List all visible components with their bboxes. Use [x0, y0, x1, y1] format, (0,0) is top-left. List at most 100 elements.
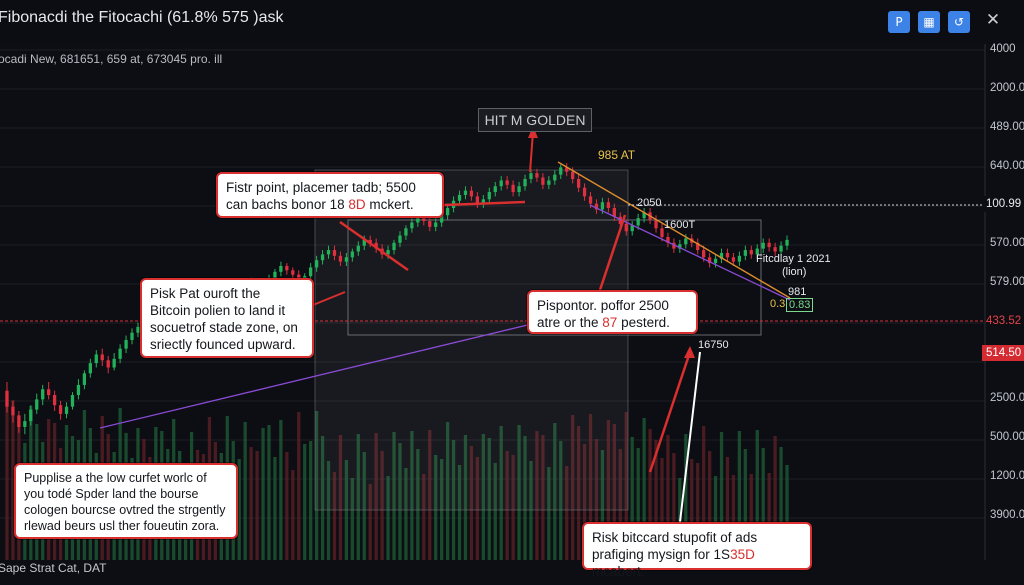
candle-body: [541, 177, 545, 185]
volume-bar: [332, 472, 337, 560]
volume-bar: [630, 437, 634, 560]
candle: [731, 252, 736, 266]
chart-grid-icon[interactable]: ▦: [918, 11, 940, 33]
candle-body: [702, 250, 706, 258]
volume-bar: [463, 435, 468, 560]
volume-bar: [719, 432, 724, 560]
volume-bar: [261, 428, 265, 560]
candle-body: [440, 215, 444, 223]
volume-bar: [243, 422, 247, 560]
volume-bar: [672, 453, 676, 560]
volume-bar: [541, 435, 545, 560]
arrow-up-golden: [528, 126, 538, 138]
candle-body: [64, 406, 69, 414]
callout-risk-bitccard: Risk bitccard stupofit of ads prafiging …: [582, 522, 812, 579]
candle-body: [314, 260, 319, 268]
volume-bar: [309, 441, 313, 560]
candle-body: [624, 223, 628, 232]
volume-bar: [410, 431, 414, 560]
candle: [374, 238, 378, 253]
volume-bar: [11, 400, 15, 560]
candle: [761, 238, 765, 253]
title-bar: Fibonacdi the Fitocachi (61.8% 575 )ask …: [0, 0, 1024, 44]
candle-body: [124, 339, 128, 349]
candle-body: [755, 248, 759, 255]
candle: [487, 187, 491, 204]
close-icon[interactable]: ✕: [985, 10, 1001, 30]
candle: [76, 379, 81, 400]
candle-body: [309, 267, 313, 277]
volume-bar: [731, 475, 736, 560]
candle-body: [713, 258, 718, 264]
volume-bar: [267, 425, 271, 560]
volume-bar: [737, 431, 742, 560]
refresh-icon[interactable]: ↺: [948, 11, 970, 33]
volume-bar: [571, 415, 575, 560]
volume-bar: [606, 420, 611, 560]
candle: [606, 197, 611, 213]
volume-bar: [481, 434, 485, 560]
pointer-first-point: [443, 200, 526, 207]
volume-bar: [648, 429, 652, 560]
candle-body: [654, 219, 658, 229]
fib-label-top: 985 AT: [598, 148, 636, 162]
candle: [404, 225, 408, 240]
volume-bar: [350, 478, 354, 560]
candle: [523, 174, 527, 191]
candle: [88, 358, 92, 378]
volume-bar: [517, 425, 521, 560]
candle: [23, 413, 27, 435]
y-tick-label: 500.00: [990, 431, 1024, 443]
candle-body: [773, 247, 777, 252]
candle: [356, 241, 360, 256]
candle: [445, 203, 450, 220]
candle-body: [350, 251, 354, 258]
candle: [392, 239, 396, 255]
volume-bar: [368, 484, 372, 560]
volume-bar: [356, 434, 360, 560]
volume-bar: [749, 474, 753, 560]
candle: [320, 250, 325, 265]
range-box: [347, 219, 762, 336]
candle-body: [588, 196, 593, 204]
candle: [535, 168, 539, 182]
volume-bar: [362, 452, 366, 560]
volume-bar: [553, 423, 557, 560]
volume-bar: [582, 444, 587, 560]
candle-body: [743, 250, 747, 256]
price-label-1600: 1600T: [664, 219, 696, 231]
candle: [64, 402, 69, 419]
candle-body: [529, 173, 533, 179]
callout-text: Fistr point, placemer tadb; 5500 can bac…: [226, 180, 416, 212]
candle-body: [422, 216, 426, 222]
volume-bar: [523, 436, 527, 560]
candle-body: [94, 354, 98, 364]
callout-first-point: Fistr point, placemer tadb; 5500 can bac…: [216, 172, 444, 218]
volume-bar: [618, 449, 622, 560]
candle-body: [76, 384, 81, 396]
candle: [35, 393, 39, 414]
candle-body: [434, 222, 438, 227]
candle: [582, 183, 587, 201]
callout-highlight: 8D: [348, 197, 366, 212]
callout-text: pesterd.: [617, 315, 670, 330]
pen-icon[interactable]: P: [888, 11, 910, 33]
callout-pupplise: Pupplise a the low curfet worlc of you t…: [14, 463, 238, 539]
volume-bar: [285, 452, 289, 560]
y-level-marker: 433.52: [986, 315, 1022, 327]
candle-body: [320, 254, 325, 261]
candle-body: [719, 252, 724, 259]
volume-bar: [451, 440, 456, 560]
candle-body: [332, 250, 337, 256]
volume-bar: [547, 467, 551, 560]
candle-body: [576, 179, 581, 188]
candle-body: [636, 218, 640, 226]
candle: [660, 223, 664, 242]
candle-body: [392, 242, 396, 251]
candle-body: [594, 203, 599, 210]
volume-bar: [291, 470, 295, 560]
candle-body: [291, 270, 295, 275]
y-price-marker: 100.99: [982, 196, 1024, 212]
candle-body: [285, 266, 289, 271]
candle: [309, 263, 313, 281]
